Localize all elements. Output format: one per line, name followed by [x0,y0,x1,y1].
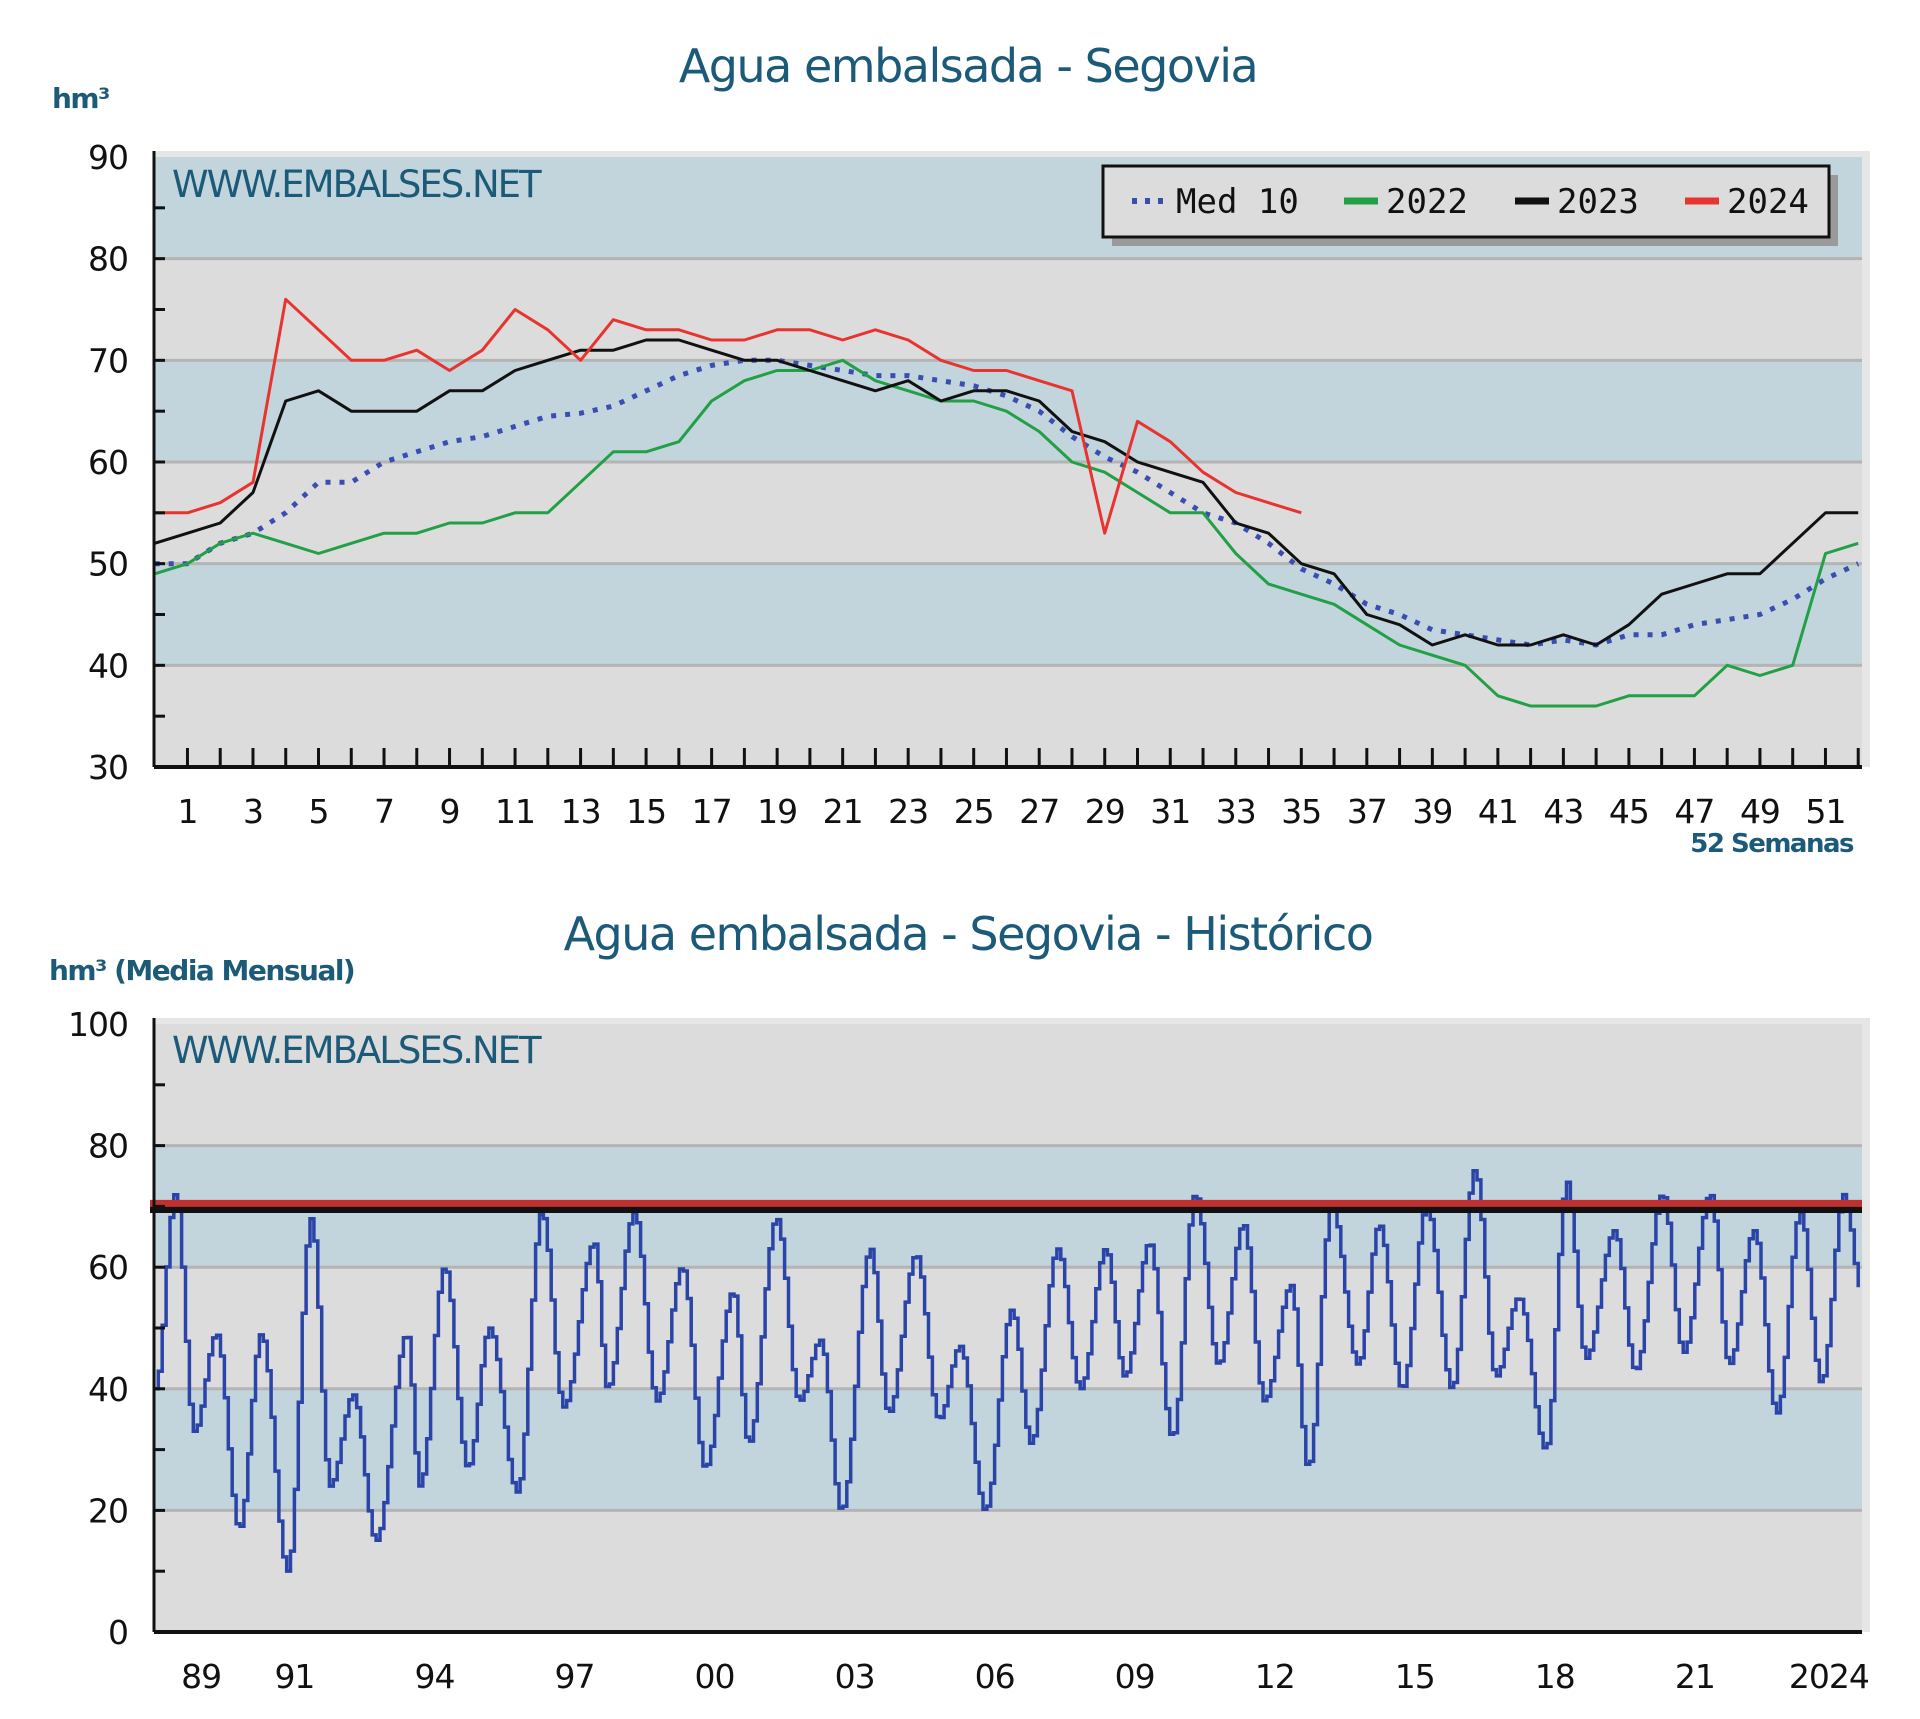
x-tick-label: 25 [954,792,994,831]
plot-top-edge [154,1018,1862,1024]
x-tick-label: 11 [495,792,535,831]
x-tick-label: 21 [1675,1657,1715,1696]
historical-y-axis-label: hm³ (Media Mensual) [49,954,354,987]
x-tick-label: 18 [1535,1657,1575,1696]
legend-item-med10: Med 10 [1132,182,1299,222]
x-tick-label: 51 [1805,792,1845,831]
x-tick-label: 89 [181,1657,221,1696]
plot-top-edge [154,151,1862,157]
weekly-watermark: WWW.EMBALSES.NET [172,163,542,206]
legend-item-2023: 2023 [1515,182,1639,222]
background-band [154,1510,1862,1632]
plot-right-edge [1862,151,1870,767]
x-tick-label: 9 [440,792,460,831]
weekly-chart: Agua embalsada - Segovia hm³ WWW.EMBALSE… [52,39,1870,859]
y-tick-label: 80 [88,240,128,279]
x-tick-label: 15 [1395,1657,1435,1696]
x-tick-label: 2024 [1789,1657,1869,1696]
x-tick-label: 12 [1255,1657,1295,1696]
x-tick-label: 15 [626,792,666,831]
x-tick-label: 94 [414,1657,454,1696]
historical-series-line [154,1169,1860,1573]
historical-watermark: WWW.EMBALSES.NET [172,1029,542,1072]
y-tick-label: 60 [88,1248,128,1287]
series-line-2024 [154,297,1302,535]
weekly-y-axis-label: hm³ [52,82,109,115]
background-band [154,462,1862,564]
background-band [154,1024,1862,1146]
historical-reference-lines [150,1199,1862,1213]
legend-label-2022: 2022 [1386,182,1468,222]
background-band [154,1388,1862,1511]
x-tick-label: 19 [757,792,797,831]
y-tick-label: 100 [68,1005,128,1044]
weekly-series [154,297,1860,708]
legend-label-med10: Med 10 [1176,182,1299,222]
y-tick-label: 0 [108,1613,128,1652]
x-tick-label: 39 [1412,792,1452,831]
x-tick-label: 41 [1478,792,1518,831]
historical-background-bands [154,1018,1870,1632]
y-tick-label: 70 [88,341,128,380]
x-tick-label: 17 [692,792,732,831]
legend-item-2024: 2024 [1685,182,1809,222]
y-tick-label: 40 [88,1370,128,1409]
plot-right-edge [1862,1018,1870,1632]
y-tick-label: 60 [88,443,128,482]
y-tick-label: 20 [88,1491,128,1530]
weekly-x-axis-label: 52 Semanas [1690,829,1854,859]
x-tick-label: 97 [555,1657,595,1696]
x-tick-label: 49 [1740,792,1780,831]
series-line-2023 [154,338,1859,647]
x-tick-label: 06 [975,1657,1015,1696]
y-tick-label: 40 [88,646,128,685]
x-tick-label: 45 [1609,792,1649,831]
legend: Med 10 2022 2023 2024 [1101,164,1838,246]
x-tick-label: 13 [561,792,601,831]
x-tick-label: 33 [1216,792,1256,831]
x-tick-label: 03 [835,1657,875,1696]
y-tick-label: 50 [88,545,128,584]
background-band [154,665,1862,767]
x-tick-label: 21 [823,792,863,831]
x-tick-label: 00 [695,1657,735,1696]
x-tick-label: 31 [1150,792,1190,831]
historical-chart-title: Agua embalsada - Segovia - Histórico [564,907,1373,961]
y-tick-label: 90 [88,138,128,177]
x-tick-label: 23 [888,792,928,831]
x-tick-label: 1 [177,792,197,831]
legend-label-2024: 2024 [1727,182,1809,222]
x-tick-label: 37 [1347,792,1387,831]
historical-series [154,1169,1860,1573]
x-tick-label: 09 [1115,1657,1155,1696]
x-tick-label: 7 [374,792,394,831]
legend-label-2023: 2023 [1557,182,1639,222]
series-line-2022 [154,358,1859,708]
y-tick-label: 80 [88,1127,128,1166]
x-tick-label: 29 [1085,792,1125,831]
x-tick-label: 35 [1281,792,1321,831]
background-band [154,563,1862,666]
historical-axes: 0 20 40 60 80 100 89 91 94 97 00 03 06 09 12 15 18 21 2024 [68,1005,1870,1696]
x-tick-label: 91 [274,1657,314,1696]
x-tick-label: 43 [1543,792,1583,831]
historical-chart: Agua embalsada - Segovia - Histórico hm³… [49,907,1870,1696]
background-band [154,258,1862,361]
x-tick-label: 3 [243,792,263,831]
x-tick-label: 27 [1019,792,1059,831]
weekly-chart-title: Agua embalsada - Segovia [679,39,1257,93]
x-tick-label: 5 [309,792,329,831]
x-tick-label: 47 [1674,792,1714,831]
y-tick-label: 30 [88,748,128,787]
legend-item-2022: 2022 [1344,182,1468,222]
